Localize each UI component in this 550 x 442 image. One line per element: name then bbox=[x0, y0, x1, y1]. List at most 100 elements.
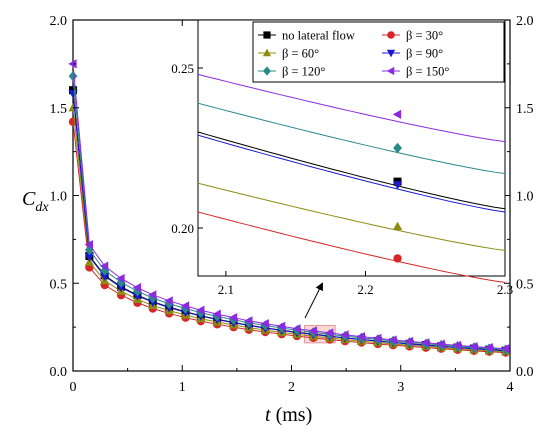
data-point bbox=[484, 343, 493, 353]
legend-frame bbox=[252, 21, 505, 83]
data-point bbox=[500, 344, 510, 354]
data-point bbox=[469, 342, 478, 352]
data-point bbox=[421, 338, 430, 348]
y-axis-title: Cdx bbox=[22, 188, 49, 215]
data-point bbox=[180, 301, 190, 311]
data-point bbox=[324, 328, 334, 338]
legend-marker bbox=[262, 48, 272, 57]
y-tick-label-right: 1.0 bbox=[516, 190, 534, 205]
data-point bbox=[116, 283, 126, 293]
data-point bbox=[260, 319, 269, 329]
x-axis-title: t (ms) bbox=[265, 404, 312, 426]
inset-series-6 bbox=[197, 73, 506, 143]
data-point bbox=[356, 332, 366, 342]
data-point bbox=[132, 292, 143, 301]
x-tick-label: 0 bbox=[70, 380, 77, 395]
y-tick-label: 2.0 bbox=[50, 14, 68, 29]
inset-series-5 bbox=[197, 102, 506, 175]
legend: no lateral flow β = 30° β = 60° β = 90° β = … bbox=[252, 21, 505, 83]
data-point bbox=[373, 333, 382, 343]
data-point bbox=[404, 336, 414, 346]
zoom-arrow bbox=[304, 282, 323, 319]
legend-label: β = 90° bbox=[406, 47, 443, 61]
data-point bbox=[84, 244, 94, 256]
legend-item-5: β = 120° bbox=[258, 65, 325, 79]
data-point bbox=[388, 335, 397, 345]
inset-y-tick-label: 0.25 bbox=[171, 61, 194, 76]
legend-item-6: β = 150° bbox=[382, 65, 449, 79]
inset-axes-group: 2.1 2.2 2.3 0.20 0.25 bbox=[171, 61, 513, 297]
inset-series-2 bbox=[197, 211, 506, 283]
data-point bbox=[196, 305, 205, 315]
legend-label: β = 150° bbox=[406, 65, 449, 79]
inset-data-point bbox=[392, 221, 403, 230]
data-point bbox=[308, 326, 317, 336]
inset-x-tick-label: 2.1 bbox=[218, 282, 234, 297]
legend-item-4: β = 90° bbox=[382, 47, 443, 61]
y-tick-label: 1.5 bbox=[50, 102, 68, 117]
series-line bbox=[72, 93, 506, 352]
series-line bbox=[72, 107, 506, 353]
legend-item-1: no lateral flow bbox=[258, 29, 355, 43]
data-point bbox=[452, 340, 462, 350]
main-series-group bbox=[68, 59, 511, 357]
data-point bbox=[100, 272, 110, 282]
data-point bbox=[436, 339, 445, 349]
inset-series-line bbox=[197, 182, 506, 251]
y-tick-label-right: 1.5 bbox=[516, 102, 534, 117]
inset-data-point bbox=[393, 142, 402, 154]
inset-series-group bbox=[197, 73, 506, 283]
inset-series-3 bbox=[197, 182, 506, 251]
inset-series-line bbox=[197, 131, 506, 210]
inset-x-tick-label: 2.3 bbox=[497, 282, 513, 297]
data-point bbox=[147, 290, 157, 300]
data-point bbox=[340, 330, 349, 340]
inset-y-tick-label: 0.20 bbox=[171, 221, 194, 236]
legend-item-2: β = 30° bbox=[382, 29, 443, 43]
data-point bbox=[84, 253, 94, 262]
inset-series-line bbox=[197, 102, 506, 175]
data-point bbox=[132, 283, 142, 293]
series-6 bbox=[68, 59, 510, 354]
y-tick-label-right: 0.5 bbox=[516, 277, 534, 292]
series-line bbox=[72, 76, 506, 351]
data-point bbox=[68, 70, 78, 82]
inset-data-point bbox=[392, 181, 403, 190]
legend-item-3: β = 60° bbox=[258, 47, 319, 61]
data-point bbox=[116, 273, 125, 284]
legend-marker bbox=[263, 31, 271, 39]
legend-marker bbox=[263, 66, 271, 76]
inset-data-point bbox=[393, 254, 402, 263]
series-line bbox=[72, 63, 506, 350]
data-point bbox=[116, 277, 126, 288]
legend-marker bbox=[386, 66, 395, 76]
legend-label: β = 30° bbox=[406, 29, 443, 43]
data-point bbox=[164, 296, 173, 306]
y-tick-label: 0.0 bbox=[50, 365, 68, 380]
legend-marker bbox=[387, 31, 395, 39]
x-tick-label: 4 bbox=[507, 380, 514, 395]
legend-label: β = 60° bbox=[282, 47, 319, 61]
y-tick-label-right: 0.0 bbox=[516, 365, 534, 380]
data-point bbox=[99, 261, 109, 271]
data-point bbox=[292, 324, 301, 334]
x-tick-label: 3 bbox=[397, 380, 404, 395]
inset-series-line bbox=[197, 134, 506, 213]
inset-data-point bbox=[392, 109, 402, 119]
data-point bbox=[68, 102, 78, 112]
legend-label: β = 120° bbox=[282, 65, 325, 79]
series-line bbox=[72, 121, 506, 354]
legend-label: no lateral flow bbox=[282, 29, 355, 43]
data-point bbox=[68, 59, 77, 69]
y-tick-label-right: 2.0 bbox=[516, 14, 534, 29]
inset-series-line bbox=[197, 211, 506, 283]
y-tick-label: 1.0 bbox=[50, 190, 68, 205]
data-point bbox=[212, 309, 221, 319]
data-point bbox=[228, 313, 238, 323]
x-tick-label: 1 bbox=[179, 380, 186, 395]
inset-series-4 bbox=[197, 134, 506, 213]
data-point bbox=[276, 321, 286, 331]
inset-x-tick-label: 2.2 bbox=[357, 282, 373, 297]
y-tick-label: 0.5 bbox=[50, 277, 68, 292]
